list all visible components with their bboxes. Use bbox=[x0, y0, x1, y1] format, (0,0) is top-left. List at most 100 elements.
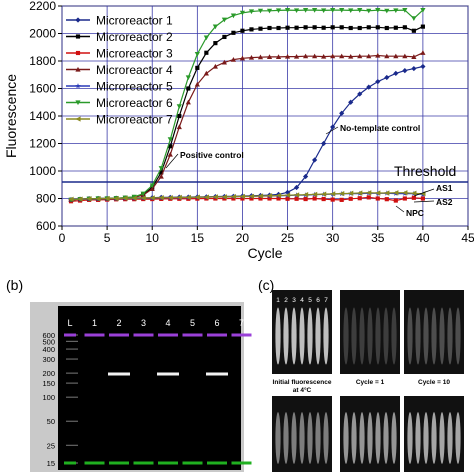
legend-label: Microreactor 3 bbox=[96, 47, 173, 61]
data-point bbox=[312, 196, 317, 201]
data-point bbox=[176, 124, 182, 130]
data-point bbox=[330, 8, 336, 13]
channel-glow bbox=[359, 307, 365, 365]
channel-glow bbox=[415, 412, 421, 464]
data-point bbox=[357, 8, 363, 13]
annotation-label: Positive control bbox=[180, 150, 244, 160]
data-point bbox=[230, 13, 237, 19]
data-point bbox=[194, 194, 200, 200]
data-point bbox=[212, 24, 218, 30]
data-point bbox=[366, 190, 372, 196]
data-point bbox=[185, 99, 191, 105]
data-point bbox=[75, 116, 81, 122]
caption-cycle-1: Cycle = 1 bbox=[356, 379, 385, 386]
data-point bbox=[276, 196, 281, 201]
lane-label: 3 bbox=[141, 318, 146, 328]
lower-marker-band bbox=[231, 461, 252, 465]
data-point bbox=[266, 8, 273, 14]
data-point bbox=[203, 70, 209, 76]
x-tick-label: 20 bbox=[236, 231, 250, 245]
data-point bbox=[339, 110, 345, 116]
data-point bbox=[330, 25, 335, 30]
data-point bbox=[149, 183, 155, 189]
data-point bbox=[393, 8, 399, 13]
y-tick-label: 2200 bbox=[29, 0, 56, 13]
data-point bbox=[339, 53, 345, 59]
data-point bbox=[285, 196, 290, 201]
channel-label: 7 bbox=[324, 297, 328, 304]
legend-label: Microreactor 2 bbox=[96, 30, 173, 44]
data-point bbox=[75, 66, 81, 72]
channel-glow bbox=[315, 412, 321, 464]
data-point bbox=[312, 157, 318, 163]
channel-glow bbox=[375, 307, 381, 365]
x-tick-label: 30 bbox=[326, 231, 340, 245]
annotation-label: AS1 bbox=[436, 183, 453, 193]
data-point bbox=[411, 65, 417, 72]
data-point bbox=[75, 17, 81, 23]
lower-marker-band bbox=[182, 461, 203, 465]
data-point bbox=[375, 8, 381, 13]
channel-glow bbox=[375, 412, 381, 464]
data-point bbox=[402, 25, 407, 30]
data-point bbox=[393, 190, 399, 196]
data-point bbox=[186, 86, 191, 91]
data-point bbox=[213, 196, 218, 201]
channel-glow bbox=[455, 307, 461, 365]
x-tick-label: 25 bbox=[281, 231, 295, 245]
data-point bbox=[204, 196, 209, 201]
data-point bbox=[177, 113, 182, 119]
data-point bbox=[348, 190, 354, 196]
data-point bbox=[230, 57, 237, 62]
data-point bbox=[167, 151, 173, 157]
x-tick-label: 35 bbox=[371, 231, 385, 245]
data-point bbox=[330, 191, 336, 197]
data-point bbox=[95, 196, 101, 202]
ladder-tick-label: 200 bbox=[42, 369, 55, 378]
channel-glow bbox=[391, 412, 397, 464]
data-point bbox=[167, 137, 173, 142]
data-point bbox=[267, 25, 272, 31]
data-point bbox=[420, 63, 426, 70]
annotation-leader bbox=[413, 200, 435, 203]
channel-glow bbox=[407, 307, 413, 365]
data-point bbox=[339, 25, 344, 30]
data-point bbox=[258, 26, 263, 31]
data-point bbox=[357, 25, 362, 31]
data-point bbox=[266, 193, 273, 199]
data-point bbox=[203, 194, 209, 200]
series-line bbox=[70, 196, 423, 202]
data-point bbox=[168, 144, 173, 149]
lane-label: 7 bbox=[239, 318, 244, 328]
data-point bbox=[321, 54, 327, 59]
data-point bbox=[284, 8, 291, 13]
channel-glow bbox=[431, 412, 437, 464]
data-point bbox=[104, 195, 110, 202]
channel-label: 6 bbox=[316, 297, 320, 304]
data-point bbox=[420, 196, 425, 201]
x-tick-label: 5 bbox=[104, 231, 111, 245]
channel-glow bbox=[351, 412, 357, 464]
lower-marker-band bbox=[64, 461, 76, 465]
data-point bbox=[293, 54, 300, 59]
data-point bbox=[77, 196, 83, 202]
x-tick-label: 0 bbox=[59, 231, 66, 245]
caption-initial: Initial fluorescence at 4°C bbox=[273, 379, 332, 394]
annotation-leader bbox=[325, 126, 339, 135]
legend-label: Microreactor 7 bbox=[96, 113, 173, 127]
data-point bbox=[348, 99, 354, 105]
data-point bbox=[303, 8, 309, 13]
annotation-label: AS2 bbox=[436, 197, 453, 207]
y-tick-label: 2000 bbox=[29, 27, 56, 41]
data-point bbox=[411, 54, 417, 59]
data-point bbox=[420, 24, 425, 29]
data-point bbox=[239, 55, 246, 61]
data-point bbox=[420, 50, 426, 55]
series-line bbox=[70, 9, 424, 201]
data-point bbox=[348, 8, 354, 13]
data-point bbox=[384, 53, 390, 59]
data-point bbox=[393, 70, 399, 76]
data-point bbox=[366, 195, 371, 200]
